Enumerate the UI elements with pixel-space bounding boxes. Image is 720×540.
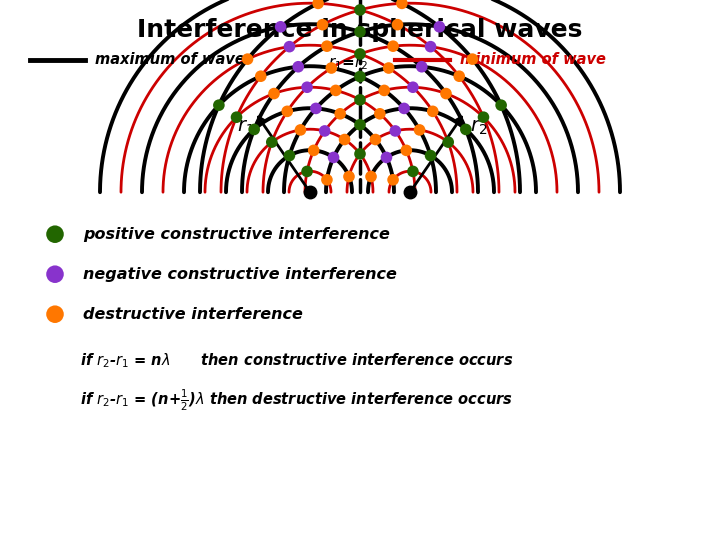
- Point: [317, 21, 328, 29]
- Text: destructive interference: destructive interference: [83, 307, 303, 322]
- Point: [294, 126, 306, 134]
- Point: [321, 42, 333, 51]
- Point: [310, 104, 322, 113]
- Text: minimum of wave: minimum of wave: [460, 52, 606, 68]
- Point: [266, 138, 277, 146]
- Point: [383, 64, 395, 72]
- Point: [354, 5, 366, 14]
- Point: [392, 21, 403, 29]
- Point: [339, 135, 351, 144]
- Point: [440, 89, 451, 98]
- Point: [390, 126, 401, 135]
- Point: [460, 125, 472, 134]
- Point: [321, 176, 333, 184]
- Point: [354, 50, 366, 58]
- Point: [454, 72, 465, 80]
- Point: [414, 126, 426, 134]
- Point: [425, 42, 436, 51]
- Point: [495, 101, 507, 110]
- Point: [328, 153, 339, 162]
- Text: if $r_2$-$r_1$ = (n+$\frac{1}{2}$)$\lambda$ then destructive interference occurs: if $r_2$-$r_1$ = (n+$\frac{1}{2}$)$\lamb…: [80, 388, 513, 413]
- Text: $r_1$=$r_2$: $r_1$=$r_2$: [328, 56, 368, 72]
- Text: if $r_2$-$r_1$ = n$\lambda$      then constructive interference occurs: if $r_2$-$r_1$ = n$\lambda$ then constru…: [80, 351, 513, 369]
- Point: [354, 120, 366, 129]
- Point: [275, 23, 287, 31]
- Point: [400, 146, 412, 154]
- Point: [354, 28, 366, 36]
- Point: [478, 113, 490, 122]
- Point: [467, 55, 478, 63]
- Point: [381, 153, 392, 162]
- Point: [248, 125, 260, 134]
- Point: [242, 55, 253, 63]
- Point: [292, 63, 304, 71]
- Point: [49, 270, 60, 279]
- Text: $r_1$: $r_1$: [237, 118, 254, 137]
- Point: [365, 172, 377, 181]
- Text: positive constructive interference: positive constructive interference: [83, 227, 390, 242]
- Point: [433, 23, 445, 31]
- Point: [408, 83, 419, 92]
- Point: [230, 113, 242, 122]
- Point: [213, 101, 225, 110]
- Point: [308, 146, 320, 154]
- Text: interference, diffraction & polarization: interference, diffraction & polarization: [208, 514, 512, 528]
- Point: [301, 167, 312, 176]
- Point: [354, 96, 366, 104]
- Point: [343, 172, 355, 181]
- Text: $r_2$: $r_2$: [470, 118, 487, 137]
- Point: [284, 151, 295, 160]
- Point: [387, 176, 399, 184]
- Point: [369, 135, 381, 144]
- Point: [325, 64, 337, 72]
- Point: [269, 89, 280, 98]
- Point: [301, 83, 312, 92]
- Point: [354, 150, 366, 158]
- Point: [387, 42, 399, 51]
- Point: [334, 110, 346, 118]
- Point: [319, 126, 330, 135]
- Point: [379, 86, 390, 94]
- Point: [416, 63, 428, 71]
- Point: [282, 107, 293, 116]
- Point: [442, 138, 454, 146]
- Point: [374, 110, 386, 118]
- Point: [330, 86, 341, 94]
- Text: 5: 5: [687, 512, 698, 530]
- Point: [49, 230, 60, 239]
- Point: [255, 72, 266, 80]
- Text: negative constructive interference: negative constructive interference: [83, 267, 397, 282]
- Point: [408, 167, 419, 176]
- Point: [396, 0, 408, 8]
- Point: [427, 107, 438, 116]
- Text: Interference in spherical waves: Interference in spherical waves: [138, 18, 582, 42]
- Point: [49, 310, 60, 319]
- Point: [425, 151, 436, 160]
- Text: maximum of wave: maximum of wave: [95, 52, 245, 68]
- Point: [354, 72, 366, 81]
- Point: [312, 0, 324, 8]
- Point: [284, 42, 295, 51]
- Point: [398, 104, 410, 113]
